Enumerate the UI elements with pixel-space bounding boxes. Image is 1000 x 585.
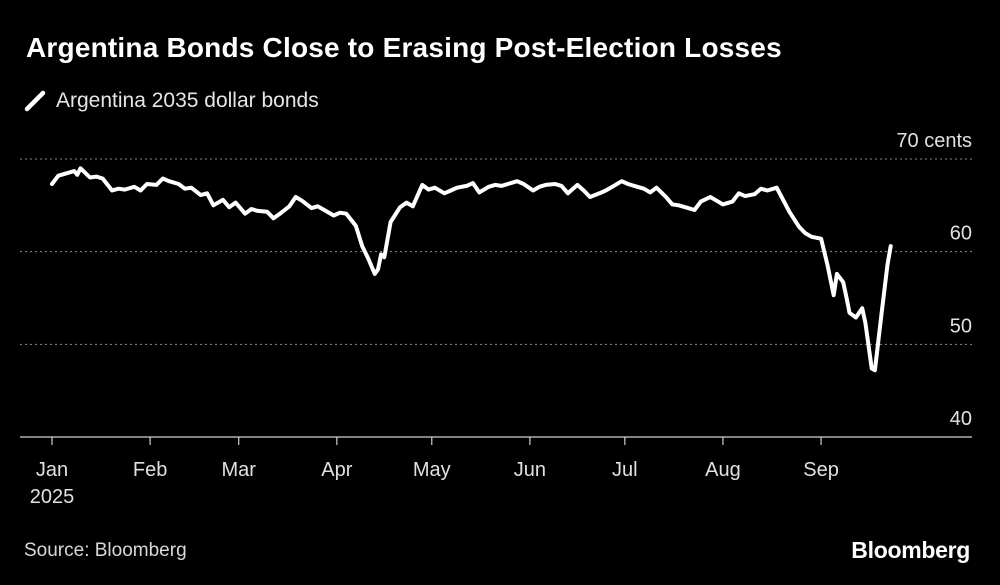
legend-line-icon bbox=[24, 90, 46, 112]
x-tick-label: Jul bbox=[612, 459, 638, 481]
x-tick-label: Jun bbox=[514, 459, 546, 481]
series-line-0 bbox=[50, 166, 893, 373]
x-tick-label: May bbox=[413, 459, 451, 481]
x-tick-label: Sep bbox=[803, 459, 839, 481]
legend-label: Argentina 2035 dollar bonds bbox=[56, 89, 319, 112]
x-tick-sublabel: 2025 bbox=[30, 486, 75, 508]
y-tick-label: 40 bbox=[950, 408, 972, 430]
x-tick-label: Aug bbox=[705, 459, 741, 481]
x-tick-label: Feb bbox=[133, 459, 167, 481]
source-note: Source: Bloomberg bbox=[24, 540, 187, 561]
y-tick-label: 60 bbox=[950, 223, 972, 245]
legend: Argentina 2035 dollar bonds bbox=[24, 88, 319, 114]
chart-title: Argentina Bonds Close to Erasing Post-El… bbox=[26, 32, 782, 63]
x-tick-label: Jan bbox=[36, 459, 68, 481]
x-tick-label: Mar bbox=[221, 459, 256, 481]
x-tick-label: Apr bbox=[321, 459, 352, 481]
y-tick-label: 70 cents bbox=[896, 130, 972, 152]
y-tick-label: 50 bbox=[950, 315, 972, 337]
bloomberg-logo: Bloomberg bbox=[851, 537, 970, 563]
